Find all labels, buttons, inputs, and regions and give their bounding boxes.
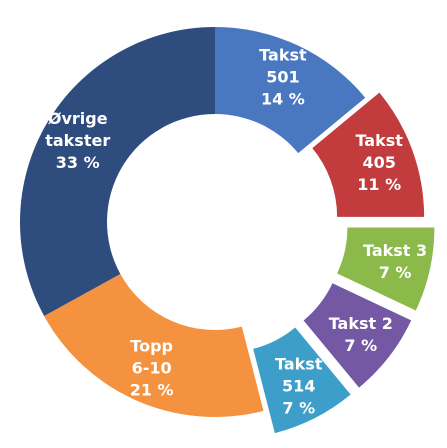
category-label: Øvrige takster (45, 108, 110, 149)
donut-segment (303, 283, 412, 388)
category-line: Takst (275, 354, 323, 373)
category-line: Øvrige (48, 108, 108, 127)
segment-label: Takst 501 14 % (259, 45, 307, 108)
donut-segment (20, 27, 215, 316)
segment-label: Takst 405 11 % (355, 130, 403, 193)
category-line: 501 (266, 67, 299, 86)
category-line: 405 (362, 152, 395, 171)
category-label: Topp 6-10 (130, 336, 173, 377)
category-line: Takst (355, 130, 403, 149)
category-line: Takst (259, 45, 307, 64)
donut-segment (337, 227, 435, 311)
value-label: 11 % (357, 174, 401, 193)
category-label: Takst 3 (363, 241, 427, 260)
value-label: 7 % (344, 336, 377, 355)
value-label: 14 % (261, 89, 305, 108)
donut-segment (215, 27, 366, 154)
category-label: Takst 405 (355, 130, 403, 171)
category-line: Takst 2 (329, 314, 393, 333)
value-label: 21 % (130, 380, 174, 399)
donut-segment (253, 327, 351, 434)
segment-label: Topp 6-10 21 % (130, 336, 174, 399)
category-line: Takst 3 (363, 241, 427, 260)
segment-label: Takst 2 7 % (329, 314, 393, 355)
donut-segment (312, 92, 425, 217)
category-label: Takst 2 (329, 314, 393, 333)
value-label: 7 % (379, 263, 412, 282)
category-line: 514 (282, 376, 315, 395)
category-line: takster (45, 130, 110, 149)
category-line: 6-10 (132, 358, 172, 377)
value-label: 7 % (282, 398, 315, 417)
segment-label: Takst 3 7 % (363, 241, 427, 282)
segment-label: Øvrige takster 33 % (45, 108, 110, 171)
value-label: 33 % (56, 152, 100, 171)
category-label: Takst 501 (259, 45, 307, 86)
category-label: Takst 514 (275, 354, 323, 395)
donut-segment (44, 274, 264, 418)
segment-label: Takst 514 7 % (275, 354, 323, 417)
category-line: Topp (130, 336, 173, 355)
